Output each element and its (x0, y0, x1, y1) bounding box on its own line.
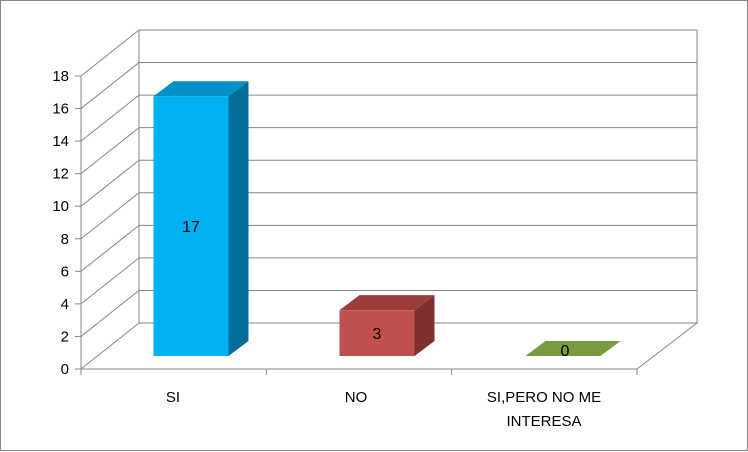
category-label: SI,PERO NO ME INTERESA (487, 389, 601, 430)
bar-si-pero-no-me-interesa (525, 341, 621, 356)
value-axis-tick-label: 14 (52, 133, 69, 150)
value-axis: 0 2 4 6 8 10 12 14 16 18 (52, 68, 638, 378)
bar-si (153, 81, 249, 357)
category-label: SI (166, 389, 180, 406)
value-axis-tick-label: 0 (61, 361, 69, 378)
gridline-diagonal (80, 94, 140, 142)
value-axis-tick-label: 8 (61, 231, 69, 248)
category-label-line: SI (166, 389, 180, 406)
gridline-diagonal (80, 257, 140, 305)
bar-top (525, 341, 621, 356)
value-axis-tick-label: 2 (61, 328, 69, 345)
value-axis-tick-label: 18 (52, 68, 69, 85)
category-label-line: INTERESA (506, 413, 581, 430)
category-label-line: NO (345, 389, 368, 406)
value-axis-tick-label: 16 (52, 101, 69, 118)
gridline-diagonal (80, 290, 140, 337)
bar-top (153, 81, 249, 97)
data-label: 17 (182, 219, 200, 236)
value-axis-tick-label: 4 (61, 296, 69, 313)
bar-side (228, 81, 249, 357)
bar-no (339, 295, 435, 356)
gridline-diagonal (80, 127, 140, 175)
bar-side (414, 295, 435, 356)
gridline-diagonal (80, 29, 140, 77)
value-axis-tick-label: 12 (52, 166, 69, 183)
data-label: 0 (561, 343, 570, 360)
gridline-diagonal (80, 192, 140, 240)
bar-top (339, 295, 435, 311)
value-axis-tick-label: 6 (61, 263, 69, 280)
gridline-diagonal (80, 224, 140, 272)
category-label: NO (345, 389, 368, 406)
value-axis-tick-label: 10 (52, 198, 69, 215)
bars (153, 81, 621, 357)
gridline-diagonal (80, 159, 140, 207)
labels: 17 3 0 SI NO SI,PERO NO ME INTERESA (166, 219, 601, 430)
bar-front (153, 96, 229, 357)
gridline-diagonal (80, 62, 140, 109)
category-label-line: SI,PERO NO ME (487, 389, 601, 406)
gridline-diagonal (80, 322, 140, 370)
bar-front (339, 310, 415, 356)
data-label: 3 (373, 326, 382, 343)
